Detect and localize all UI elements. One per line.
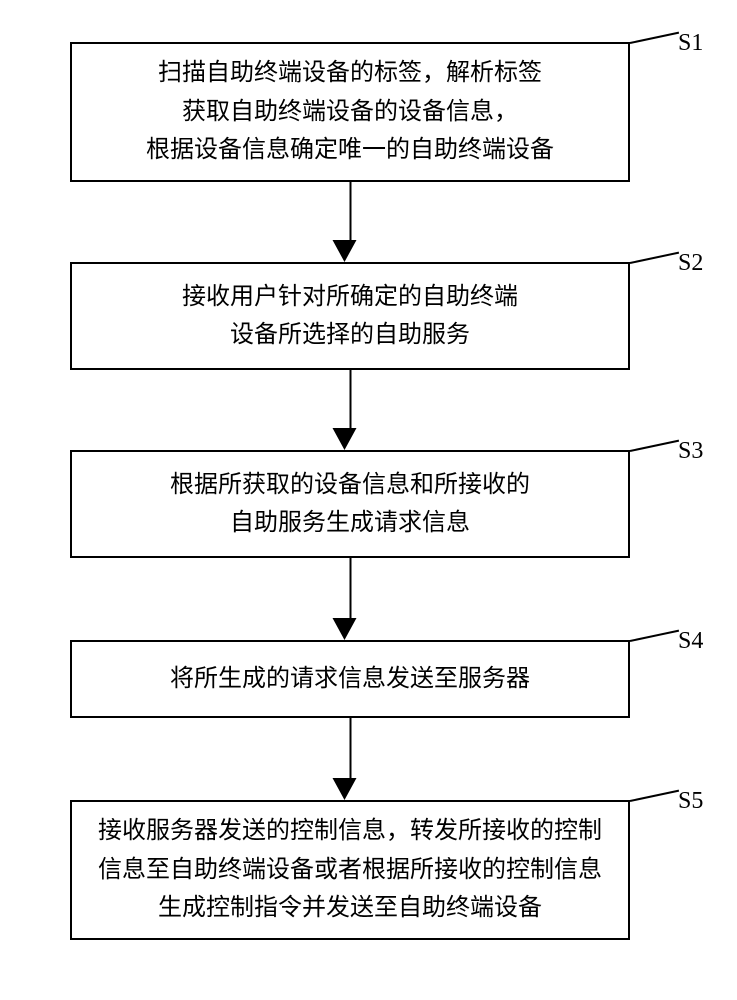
step-label-s4: S4 <box>678 628 703 655</box>
step-box-s5: 接收服务器发送的控制信息，转发所接收的控制 信息至自助终端设备或者根据所接收的控… <box>70 800 630 940</box>
step-text-s3: 根据所获取的设备信息和所接收的 自助服务生成请求信息 <box>170 466 530 543</box>
step-label-s3: S3 <box>678 438 703 465</box>
step-label-s5: S5 <box>678 788 703 815</box>
arrow-s2-s3 <box>344 370 357 450</box>
step-box-s1: 扫描自助终端设备的标签，解析标签 获取自助终端设备的设备信息， 根据设备信息确定… <box>70 42 630 182</box>
step-label-s2: S2 <box>678 250 703 277</box>
step-label-s1: S1 <box>678 30 703 57</box>
arrow-s4-s5 <box>344 718 357 800</box>
arrow-s1-s2 <box>344 182 357 262</box>
step-text-s2: 接收用户针对所确定的自助终端 设备所选择的自助服务 <box>182 278 518 355</box>
step-box-s2: 接收用户针对所确定的自助终端 设备所选择的自助服务 <box>70 262 630 370</box>
step-text-s5: 接收服务器发送的控制信息，转发所接收的控制 信息至自助终端设备或者根据所接收的控… <box>98 812 602 927</box>
label-line-s3 <box>630 440 679 452</box>
step-text-s1: 扫描自助终端设备的标签，解析标签 获取自助终端设备的设备信息， 根据设备信息确定… <box>146 54 554 169</box>
label-line-s5 <box>630 790 679 802</box>
label-line-s1 <box>630 32 679 44</box>
arrow-s3-s4 <box>344 558 357 640</box>
step-box-s3: 根据所获取的设备信息和所接收的 自助服务生成请求信息 <box>70 450 630 558</box>
step-box-s4: 将所生成的请求信息发送至服务器 <box>70 640 630 718</box>
step-text-s4: 将所生成的请求信息发送至服务器 <box>170 660 530 698</box>
label-line-s4 <box>630 630 679 642</box>
flowchart-canvas: 扫描自助终端设备的标签，解析标签 获取自助终端设备的设备信息， 根据设备信息确定… <box>0 0 737 1000</box>
label-line-s2 <box>630 252 679 264</box>
